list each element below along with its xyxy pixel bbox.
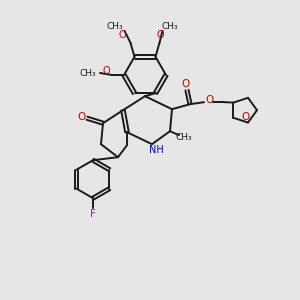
Text: O: O	[242, 112, 250, 122]
Text: CH₃: CH₃	[176, 133, 192, 142]
Text: O: O	[206, 95, 214, 105]
Text: O: O	[102, 66, 110, 76]
Text: CH₃: CH₃	[161, 22, 178, 31]
Text: O: O	[77, 112, 85, 122]
Text: O: O	[119, 30, 126, 40]
Text: F: F	[90, 209, 96, 219]
Text: CH₃: CH₃	[106, 22, 123, 31]
Text: O: O	[157, 30, 164, 40]
Text: CH₃: CH₃	[80, 68, 96, 77]
Text: O: O	[182, 79, 190, 89]
Text: NH: NH	[148, 145, 164, 155]
